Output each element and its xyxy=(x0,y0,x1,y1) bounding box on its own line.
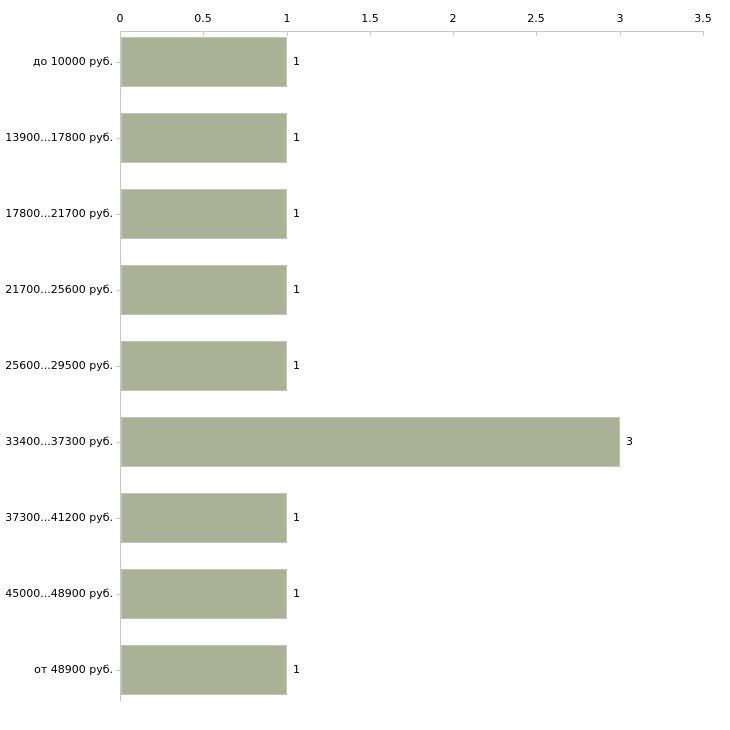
x-tick-label: 2 xyxy=(449,12,457,25)
y-tick-mark xyxy=(116,518,120,519)
x-tick-mark xyxy=(120,31,121,36)
bar xyxy=(121,113,287,163)
x-tick-label: 0.5 xyxy=(194,12,212,25)
category-label: 17800...21700 руб. xyxy=(5,207,113,220)
x-tick-mark xyxy=(287,31,288,36)
y-tick-mark xyxy=(116,290,120,291)
x-tick-label: 3 xyxy=(616,12,624,25)
x-tick-mark xyxy=(203,31,204,36)
category-label: 45000...48900 руб. xyxy=(5,587,113,600)
category-label: 37300...41200 руб. xyxy=(5,511,113,524)
x-tick-label: 2.5 xyxy=(527,12,545,25)
value-label: 1 xyxy=(293,207,300,220)
category-label: от 48900 руб. xyxy=(34,663,113,676)
category-label: 25600...29500 руб. xyxy=(5,359,113,372)
value-label: 1 xyxy=(293,663,300,676)
category-label: 21700...25600 руб. xyxy=(5,283,113,296)
bar xyxy=(121,417,620,467)
y-tick-mark xyxy=(116,670,120,671)
y-tick-mark xyxy=(116,138,120,139)
x-axis-line xyxy=(120,31,703,32)
category-label: до 10000 руб. xyxy=(32,55,113,68)
x-tick-mark xyxy=(620,31,621,36)
value-label: 1 xyxy=(293,587,300,600)
y-axis-line xyxy=(120,31,121,701)
bar xyxy=(121,569,287,619)
category-label: 33400...37300 руб. xyxy=(5,435,113,448)
x-tick-mark xyxy=(703,31,704,36)
bar xyxy=(121,189,287,239)
x-tick-label: 1.5 xyxy=(361,12,379,25)
value-label: 1 xyxy=(293,131,300,144)
y-tick-mark xyxy=(116,62,120,63)
value-label: 1 xyxy=(293,359,300,372)
category-label: 13900...17800 руб. xyxy=(5,131,113,144)
value-label: 3 xyxy=(626,435,633,448)
value-label: 1 xyxy=(293,511,300,524)
y-tick-mark xyxy=(116,442,120,443)
value-label: 1 xyxy=(293,55,300,68)
bar xyxy=(121,493,287,543)
bar xyxy=(121,265,287,315)
x-tick-mark xyxy=(370,31,371,36)
x-tick-label: 3.5 xyxy=(694,12,712,25)
x-tick-mark xyxy=(536,31,537,36)
bar xyxy=(121,37,287,87)
x-tick-label: 0 xyxy=(116,12,124,25)
x-tick-mark xyxy=(453,31,454,36)
y-tick-mark xyxy=(116,366,120,367)
value-label: 1 xyxy=(293,283,300,296)
bar xyxy=(121,645,287,695)
x-tick-label: 1 xyxy=(283,12,291,25)
y-tick-mark xyxy=(116,214,120,215)
y-tick-mark xyxy=(116,594,120,595)
bar xyxy=(121,341,287,391)
